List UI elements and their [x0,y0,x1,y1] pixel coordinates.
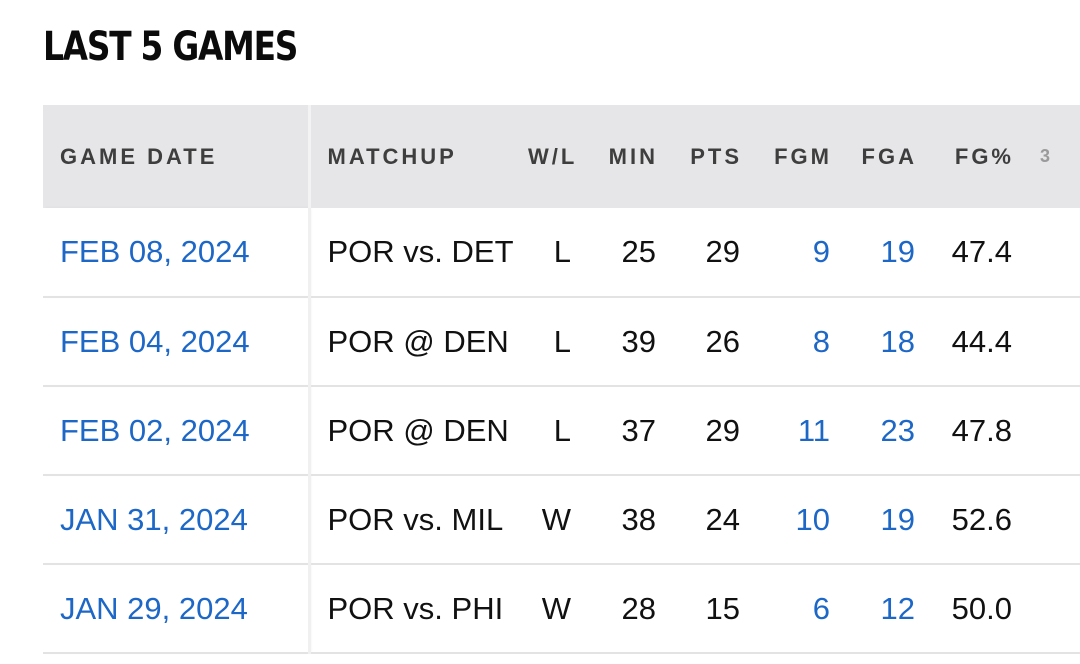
overflow-cell [1026,297,1080,386]
wl-cell: L [553,234,571,269]
column-header-3pt-partial[interactable]: 3 [1026,105,1080,208]
game-date-link[interactable]: FEB 04, 2024 [43,297,311,386]
fga-link[interactable]: 12 [880,590,915,626]
pts-cell: 29 [705,412,740,448]
column-header-game-date[interactable]: GAME DATE [43,105,311,208]
game-date-link[interactable]: JAN 31, 2024 [43,475,311,564]
fg-pct-cell: 47.8 [951,412,1012,448]
min-cell: 25 [621,234,656,269]
column-header-fg-pct[interactable]: FG% [929,105,1026,208]
min-cell: 39 [621,323,656,359]
wl-cell: W [541,501,571,537]
matchup-cell: POR @ DEN [327,412,509,448]
fg-pct-cell: 47.4 [951,234,1012,269]
pts-cell: 15 [705,590,740,626]
game-log-table: GAME DATE MATCHUP W/L MIN PTS FGM FGA FG… [43,105,1080,654]
game-date-link[interactable]: FEB 02, 2024 [43,386,311,475]
overflow-cell [1026,386,1080,475]
matchup-cell: POR vs. MIL [327,501,504,537]
fga-link[interactable]: 19 [880,234,915,269]
table-row: JAN 31, 2024 POR vs. MIL W 38 24 10 19 5… [43,475,1080,564]
fg-pct-cell: 52.6 [951,501,1012,537]
fgm-link[interactable]: 9 [812,234,830,269]
fgm-link[interactable]: 8 [812,323,830,359]
table-header-row: GAME DATE MATCHUP W/L MIN PTS FGM FGA FG… [43,105,1080,208]
pts-cell: 26 [705,323,740,359]
wl-cell: L [553,412,571,448]
fga-link[interactable]: 19 [880,501,915,537]
table-row: FEB 04, 2024 POR @ DEN L 39 26 8 18 44.4 [43,297,1080,386]
overflow-cell [1026,208,1080,297]
game-log-table-container[interactable]: GAME DATE MATCHUP W/L MIN PTS FGM FGA FG… [43,105,1080,664]
matchup-cell: POR vs. DET [327,234,514,269]
table-row: FEB 08, 2024 POR vs. DET L 25 29 9 19 47… [43,208,1080,297]
column-header-wl[interactable]: W/L [528,105,585,208]
wl-cell: W [541,590,571,626]
table-row: JAN 29, 2024 POR vs. PHI W 28 15 6 12 50… [43,564,1080,653]
min-cell: 37 [621,412,656,448]
column-header-pts[interactable]: PTS [670,105,754,208]
matchup-cell: POR @ DEN [327,323,509,359]
fgm-link[interactable]: 11 [797,412,830,448]
min-cell: 38 [621,501,656,537]
wl-cell: L [553,323,571,359]
column-header-fga[interactable]: FGA [844,105,929,208]
min-cell: 28 [621,590,656,626]
fga-link[interactable]: 23 [880,412,915,448]
section-title: LAST 5 GAMES [43,24,298,70]
overflow-cell [1026,475,1080,564]
game-date-link[interactable]: FEB 08, 2024 [43,208,311,297]
column-header-fgm[interactable]: FGM [754,105,844,208]
column-header-matchup[interactable]: MATCHUP [309,105,528,208]
fga-link[interactable]: 18 [880,323,915,359]
fgm-link[interactable]: 10 [795,501,830,537]
fgm-link[interactable]: 6 [812,590,830,626]
table-row: FEB 02, 2024 POR @ DEN L 37 29 11 23 47.… [43,386,1080,475]
game-date-link[interactable]: JAN 29, 2024 [43,564,311,653]
pts-cell: 29 [705,234,740,269]
fg-pct-cell: 50.0 [951,590,1012,626]
matchup-cell: POR vs. PHI [327,590,504,626]
column-header-min[interactable]: MIN [585,105,670,208]
pts-cell: 24 [705,501,740,537]
fg-pct-cell: 44.4 [951,323,1012,359]
overflow-cell [1026,564,1080,653]
